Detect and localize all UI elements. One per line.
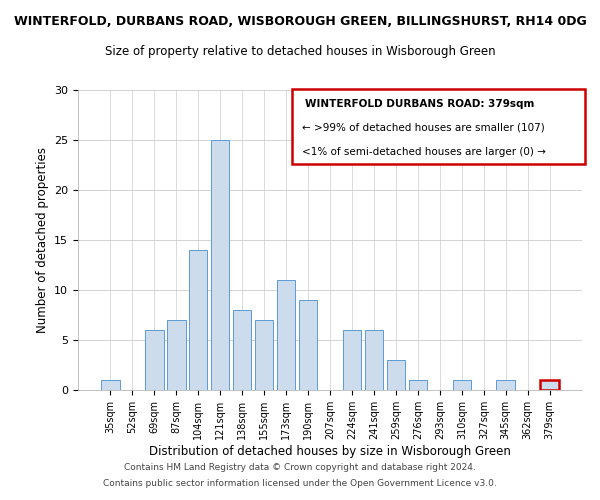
Bar: [167, 320, 185, 390]
FancyBboxPatch shape: [292, 88, 584, 164]
Bar: [211, 140, 229, 390]
Bar: [343, 330, 361, 390]
Text: WINTERFOLD, DURBANS ROAD, WISBOROUGH GREEN, BILLINGSHURST, RH14 0DG: WINTERFOLD, DURBANS ROAD, WISBOROUGH GRE…: [14, 15, 586, 28]
X-axis label: Distribution of detached houses by size in Wisborough Green: Distribution of detached houses by size …: [149, 444, 511, 458]
Text: Size of property relative to detached houses in Wisborough Green: Size of property relative to detached ho…: [104, 45, 496, 58]
Text: <1% of semi-detached houses are larger (0) →: <1% of semi-detached houses are larger (…: [302, 147, 546, 157]
Text: WINTERFOLD DURBANS ROAD: 379sqm: WINTERFOLD DURBANS ROAD: 379sqm: [305, 99, 534, 109]
Bar: [541, 380, 559, 390]
Text: Contains HM Land Registry data © Crown copyright and database right 2024.: Contains HM Land Registry data © Crown c…: [124, 464, 476, 472]
Bar: [255, 320, 274, 390]
Y-axis label: Number of detached properties: Number of detached properties: [35, 147, 49, 333]
Bar: [145, 330, 164, 390]
Text: ← >99% of detached houses are smaller (107): ← >99% of detached houses are smaller (1…: [302, 123, 545, 133]
Bar: [452, 380, 471, 390]
Bar: [299, 300, 317, 390]
Bar: [496, 380, 515, 390]
Bar: [101, 380, 119, 390]
Bar: [277, 280, 295, 390]
Bar: [233, 310, 251, 390]
Bar: [365, 330, 383, 390]
Bar: [409, 380, 427, 390]
Bar: [386, 360, 405, 390]
Text: Contains public sector information licensed under the Open Government Licence v3: Contains public sector information licen…: [103, 478, 497, 488]
Bar: [189, 250, 208, 390]
